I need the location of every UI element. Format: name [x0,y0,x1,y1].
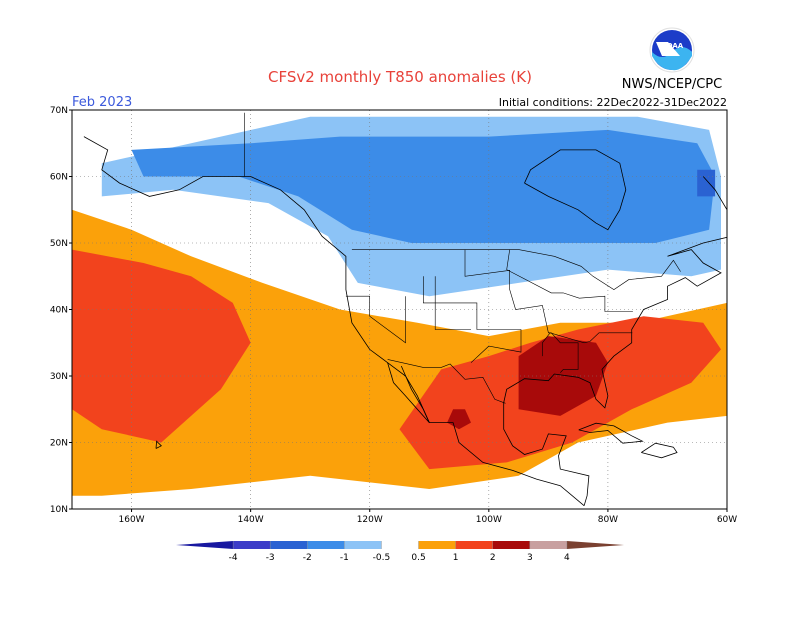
coastline-segment [731,233,769,263]
coastline-segment [641,442,678,459]
colorbar-label: 1 [453,553,459,563]
coastlines [83,112,769,507]
anomaly-region-warm-southeast-us [518,336,608,416]
lat-tick-label: 40N [50,306,68,316]
colorbar-label: 2 [490,553,496,563]
colorbar-segment [176,541,234,549]
anomaly-region-warm-pacific-core [72,249,251,443]
political-boundary [387,359,506,404]
anomaly-region-cold-core-canada [131,129,716,243]
lat-tick-label: 50N [50,239,68,249]
lat-tick-label: 30N [50,372,68,382]
coastline-segment [83,136,585,507]
longitude-ticks: 160W 140W 120W 100W 80W 60W [119,509,737,525]
lat-tick-label: 10N [50,505,68,515]
colorbar-label: -1 [340,553,349,563]
map-gridlines [72,110,727,509]
colorbar-segment [455,541,493,549]
colorbar-segment [344,541,382,549]
coastline-segment [524,149,627,231]
lat-tick-label: 20N [50,439,68,449]
colorbar-label: 0.5 [411,553,425,563]
coastline-segment [503,176,727,506]
anomaly-region-warm-spot-mexico [447,409,471,430]
agency-label: NWS/NCEP/CPC [622,77,722,92]
political-boundary [351,249,681,290]
figure-title: CFSv2 monthly T850 anomalies (K) [268,68,532,86]
map-panel [72,110,769,509]
lon-tick-label: 60W [717,515,737,525]
lat-tick-label: 70N [50,106,68,116]
political-boundary [434,276,471,330]
lat-tick-label: 60N [50,173,68,183]
lon-tick-label: 80W [598,515,618,525]
lon-tick-label: 100W [476,515,502,525]
colorbar-label: -4 [229,553,238,563]
political-boundary [506,249,633,312]
latitude-ticks: 70N 60N 50N 40N 30N 20N 10N [50,106,72,515]
colorbar-segment [418,541,456,549]
initial-conditions-label: Initial conditions: 22Dec2022-31Dec2022 [499,96,727,109]
lon-tick-label: 140W [238,515,264,525]
colorbar-segment [270,541,308,549]
political-boundary [542,332,633,357]
colorbar-segment [381,541,419,549]
colorbar-label: -0.5 [373,553,391,563]
noaa-logo-text: NOAA [661,42,684,50]
anomaly-region-cold-spot-labrador [697,169,716,197]
political-boundary [345,295,406,344]
colorbar-segment [233,541,271,549]
coastline-segment [155,440,162,449]
colorbar-label: -3 [266,553,275,563]
coastline-segment [578,422,644,444]
colorbar-segment [529,541,567,549]
lon-tick-label: 160W [119,515,145,525]
political-boundary [422,276,522,363]
colorbar-segment [492,541,530,549]
anomaly-regions [72,116,727,496]
lon-tick-label: 120W [357,515,383,525]
valid-month-label: Feb 2023 [72,95,132,110]
colorbar-segment [566,541,624,549]
colorbar-segment [307,541,345,549]
colorbar-label: 4 [564,553,570,563]
political-boundary [464,249,579,373]
colorbar-label: 3 [527,553,533,563]
noaa-logo-icon: NOAA [649,27,695,73]
colorbar-label: -2 [303,553,312,563]
coastline-segment [387,362,430,423]
colorbar: -4 -3 -2 -1 -0.5 0.5 1 2 3 4 [176,541,624,563]
